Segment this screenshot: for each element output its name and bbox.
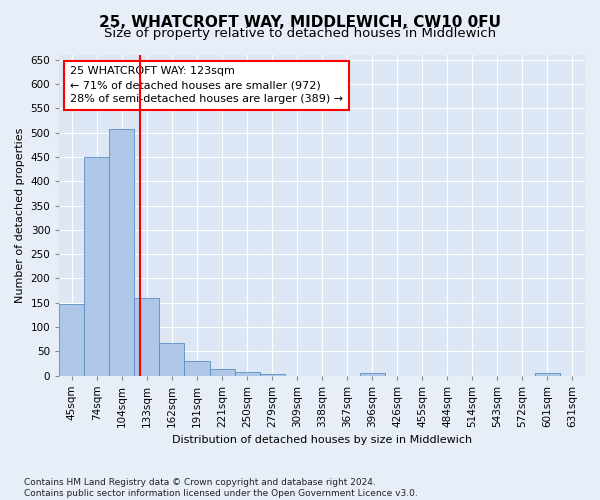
Bar [134, 298, 160, 376]
Bar [109, 130, 134, 376]
Text: 25 WHATCROFT WAY: 123sqm
← 71% of detached houses are smaller (972)
28% of semi-: 25 WHATCROFT WAY: 123sqm ← 71% of detach… [70, 66, 343, 104]
Bar [260, 374, 284, 376]
Bar [160, 343, 184, 376]
Bar [59, 304, 85, 376]
X-axis label: Distribution of detached houses by size in Middlewich: Distribution of detached houses by size … [172, 435, 472, 445]
Bar [85, 157, 109, 376]
Bar [184, 361, 209, 376]
Bar [360, 373, 385, 376]
Bar [235, 372, 260, 376]
Text: Contains HM Land Registry data © Crown copyright and database right 2024.
Contai: Contains HM Land Registry data © Crown c… [24, 478, 418, 498]
Text: Size of property relative to detached houses in Middlewich: Size of property relative to detached ho… [104, 28, 496, 40]
Y-axis label: Number of detached properties: Number of detached properties [15, 128, 25, 303]
Text: 25, WHATCROFT WAY, MIDDLEWICH, CW10 0FU: 25, WHATCROFT WAY, MIDDLEWICH, CW10 0FU [99, 15, 501, 30]
Bar [535, 373, 560, 376]
Bar [209, 369, 235, 376]
